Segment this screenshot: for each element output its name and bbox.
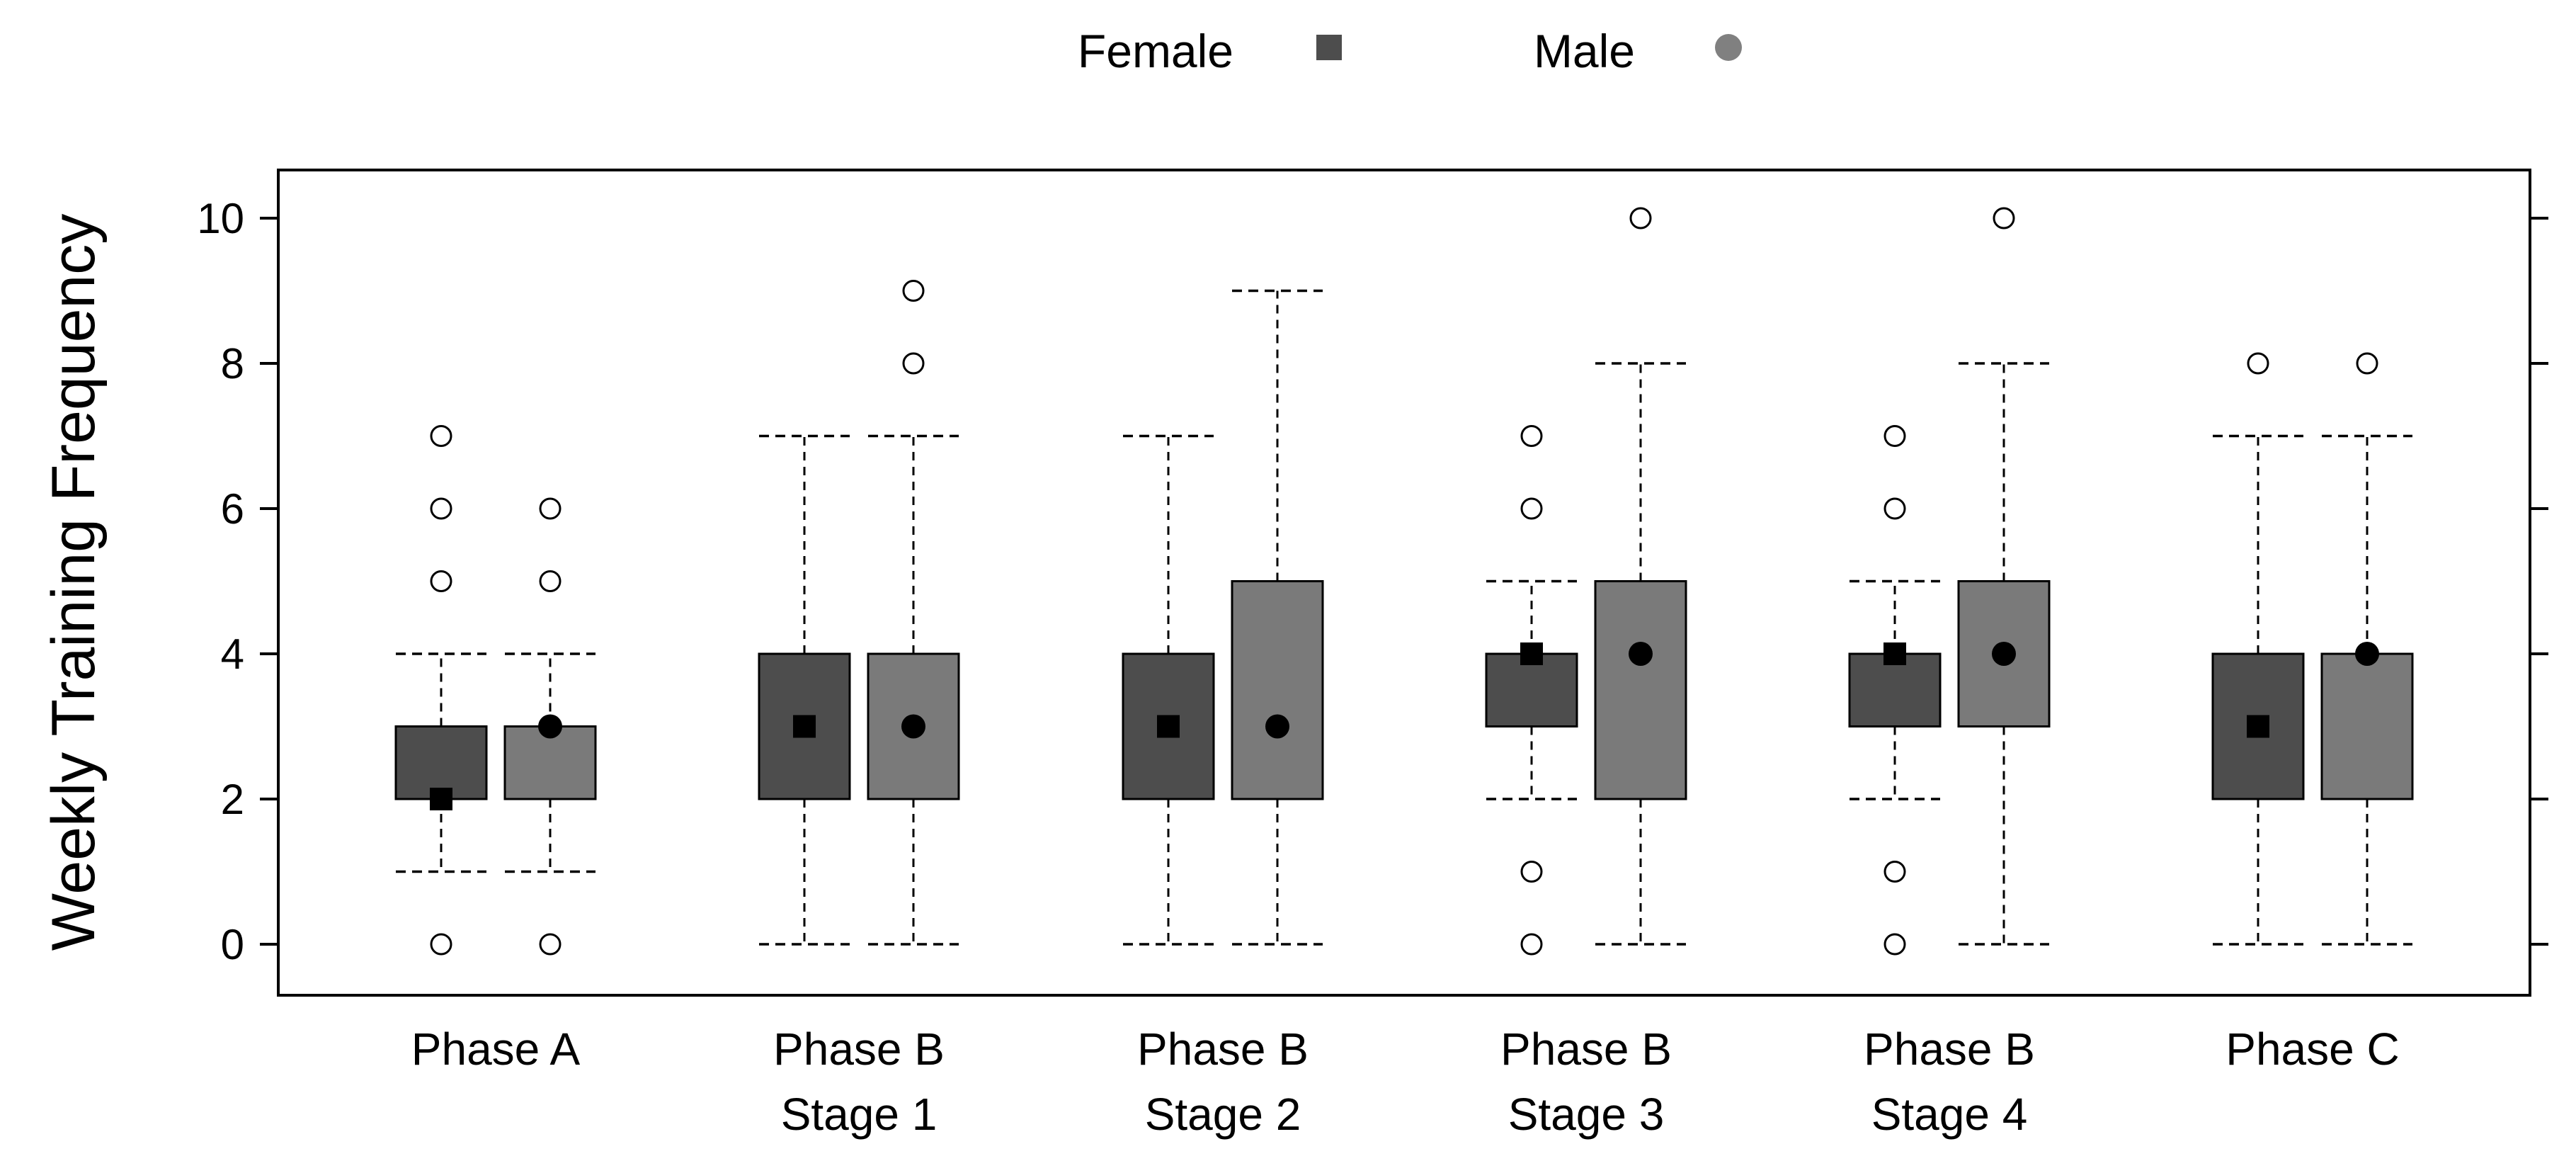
plot-area-frame (277, 169, 2531, 997)
male-mean-marker (901, 714, 925, 739)
male-outlier (1993, 207, 2015, 230)
female-outlier (1520, 497, 1543, 520)
y-axis-label: Weekly Training Frequency (40, 214, 108, 951)
female-box (1485, 652, 1578, 727)
x-tick-label: Phase A (411, 1024, 581, 1075)
female-mean-marker (2247, 715, 2269, 738)
female-outlier (1883, 933, 1906, 956)
y-tick-label: 2 (221, 776, 244, 823)
x-axis: Phase A Phase B Stage 1 Phase B Stage 2 Phase… (411, 1024, 2400, 1140)
x-tick-label: Phase B (1137, 1024, 1309, 1075)
male-outlier (902, 352, 925, 375)
legend-label-male: Male (1534, 25, 1635, 77)
y-tick-label: 10 (197, 195, 244, 242)
legend-marker-female (1316, 35, 1342, 60)
female-box (1848, 652, 1942, 727)
female-outlier (1520, 425, 1543, 447)
female-mean-marker (793, 715, 816, 738)
female-mean-marker (430, 788, 452, 810)
male-box (2320, 652, 2414, 800)
male-outlier (1629, 207, 1652, 230)
plot-marks (394, 207, 2414, 956)
male-mean-marker (1629, 642, 1653, 666)
male-outlier (539, 497, 562, 520)
female-mean-marker (1883, 642, 1906, 665)
x-tick-label-line2: Stage 4 (1871, 1089, 2028, 1140)
female-outlier (430, 570, 452, 592)
y-axis: 0 2 4 6 8 10 (197, 195, 2548, 968)
male-outlier (539, 570, 562, 592)
male-box (503, 725, 597, 800)
female-outlier (430, 497, 452, 520)
x-tick-label: Phase B (773, 1024, 945, 1075)
x-tick-label: Phase C (2225, 1024, 2399, 1075)
female-outlier (430, 425, 452, 447)
male-box (867, 652, 960, 800)
y-tick-label: 6 (221, 485, 244, 533)
y-tick-label: 4 (221, 630, 244, 678)
male-mean-marker (538, 714, 562, 739)
x-tick-label-line2: Stage 1 (781, 1089, 937, 1140)
female-mean-marker (1157, 715, 1180, 738)
legend-label-female: Female (1078, 25, 1233, 77)
male-mean-marker (2355, 642, 2379, 666)
female-box (1122, 652, 1215, 800)
male-mean-marker (1992, 642, 2016, 666)
female-outlier (2247, 352, 2269, 375)
female-outlier (1883, 497, 1906, 520)
female-outlier (1520, 861, 1543, 883)
male-mean-marker (1265, 714, 1289, 739)
y-tick-label: 0 (221, 921, 244, 968)
legend-marker-male (1715, 34, 1742, 61)
x-tick-label-line2: Stage 3 (1508, 1089, 1665, 1140)
female-outlier (430, 933, 452, 956)
x-tick-label-line2: Stage 2 (1145, 1089, 1301, 1140)
y-tick-label: 8 (221, 340, 244, 387)
male-outlier (539, 933, 562, 956)
female-outlier (1883, 425, 1906, 447)
male-outlier (902, 280, 925, 302)
x-tick-label: Phase B (1864, 1024, 2035, 1075)
female-outlier (1883, 861, 1906, 883)
x-tick-label: Phase B (1500, 1024, 1672, 1075)
female-outlier (1520, 933, 1543, 956)
female-mean-marker (1520, 642, 1543, 665)
male-box (1231, 580, 1324, 800)
male-outlier (2356, 352, 2378, 375)
legend: Female Male (1078, 25, 1742, 77)
male-box (1594, 580, 1687, 800)
